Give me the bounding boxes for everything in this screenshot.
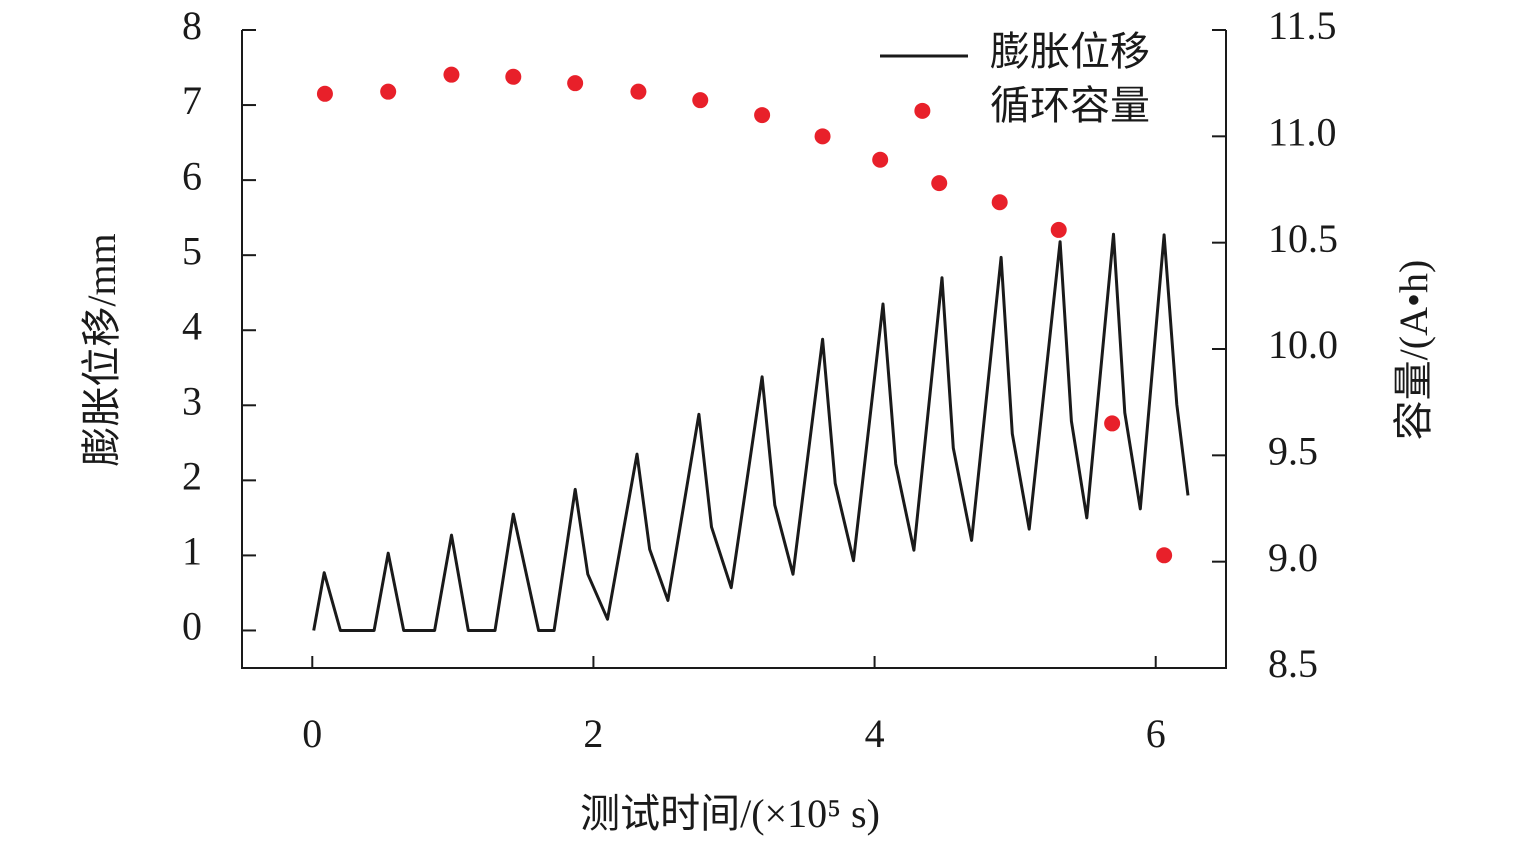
y2-tick-label: 11.0 — [1268, 110, 1337, 155]
legend-label: 循环容量 — [990, 83, 1150, 128]
data-point — [754, 107, 771, 124]
y2-tick-label: 10.0 — [1268, 322, 1338, 367]
y-tick-label: 4 — [182, 303, 202, 348]
data-point — [814, 128, 831, 145]
y2-axis-label: 容量/(A•h) — [1391, 260, 1436, 441]
x-tick-label: 0 — [302, 711, 322, 756]
y-tick-label: 1 — [182, 529, 202, 574]
x-tick-label: 6 — [1146, 711, 1166, 756]
data-point — [505, 68, 522, 85]
y-tick-label: 8 — [182, 3, 202, 48]
y2-tick-label: 8.5 — [1268, 641, 1318, 686]
y-tick-label: 5 — [182, 228, 202, 273]
y-tick-label: 6 — [182, 153, 202, 198]
y-tick-label: 2 — [182, 454, 202, 499]
data-point — [991, 194, 1008, 211]
data-line — [312, 232, 1190, 632]
y-tick-label: 7 — [182, 78, 202, 123]
data-point — [931, 175, 948, 192]
y2-tick-label: 9.0 — [1268, 535, 1318, 580]
data-point — [692, 92, 709, 109]
x-tick-label: 2 — [583, 711, 603, 756]
data-point — [630, 83, 647, 100]
data-point — [872, 151, 889, 168]
y2-tick-label: 10.5 — [1268, 216, 1338, 261]
legend-label: 膨胀位移 — [990, 29, 1150, 74]
data-point — [443, 66, 460, 83]
data-point — [567, 75, 584, 92]
y-tick-label: 3 — [182, 378, 202, 423]
data-point — [1050, 221, 1067, 238]
x-tick-label: 4 — [865, 711, 885, 756]
y-tick-label: 0 — [182, 604, 202, 649]
data-point — [1156, 547, 1173, 564]
y2-tick-label: 9.5 — [1268, 429, 1318, 474]
data-point — [1104, 415, 1121, 432]
data-point — [380, 83, 397, 100]
data-point — [914, 102, 931, 119]
y2-tick-label: 11.5 — [1268, 3, 1337, 48]
x-axis-label: 测试时间/(×10⁵ s) — [580, 791, 880, 836]
y-axis-label: 膨胀位移/mm — [79, 233, 124, 466]
data-point — [316, 85, 333, 102]
